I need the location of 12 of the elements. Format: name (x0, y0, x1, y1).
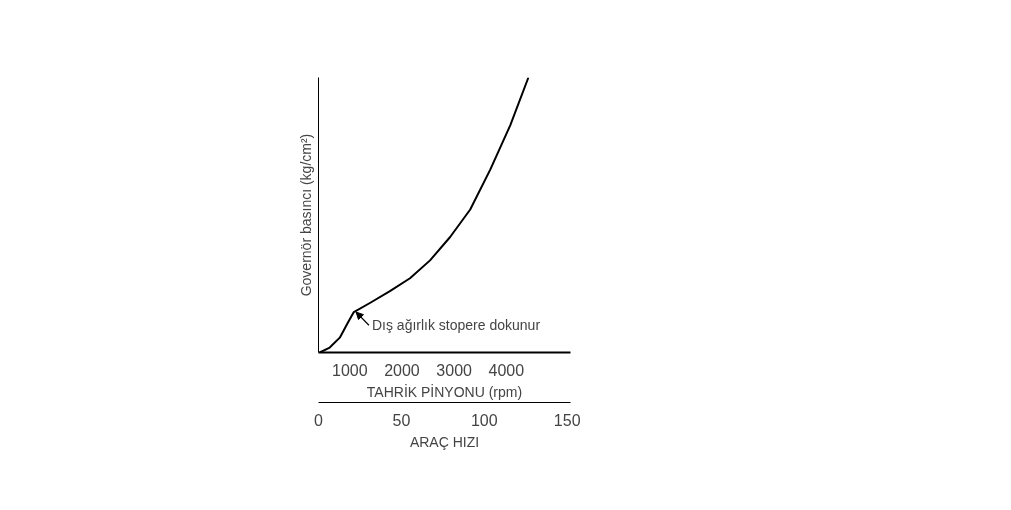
x2-tick-label: 50 (392, 411, 411, 429)
x2-tick-label: 150 (553, 411, 581, 429)
y-axis-title: Governör basıncı (kg/cm²) (297, 133, 314, 297)
x-tick-label: 3000 (436, 361, 473, 379)
x2-tick-label: 100 (470, 411, 498, 429)
annotation: Dış ağırlık stopere dokunur (371, 317, 541, 334)
x-tick-label: 1000 (332, 361, 368, 379)
x2-axis-title: ARAÇ HIZI (409, 433, 480, 450)
x-tick-label: 2000 (384, 361, 420, 379)
x2-tick-label: 0 (314, 411, 324, 429)
x-tick-label: 4000 (488, 361, 525, 379)
x-axis-title: TAHRİK PİNYONU (rpm) (366, 382, 523, 400)
